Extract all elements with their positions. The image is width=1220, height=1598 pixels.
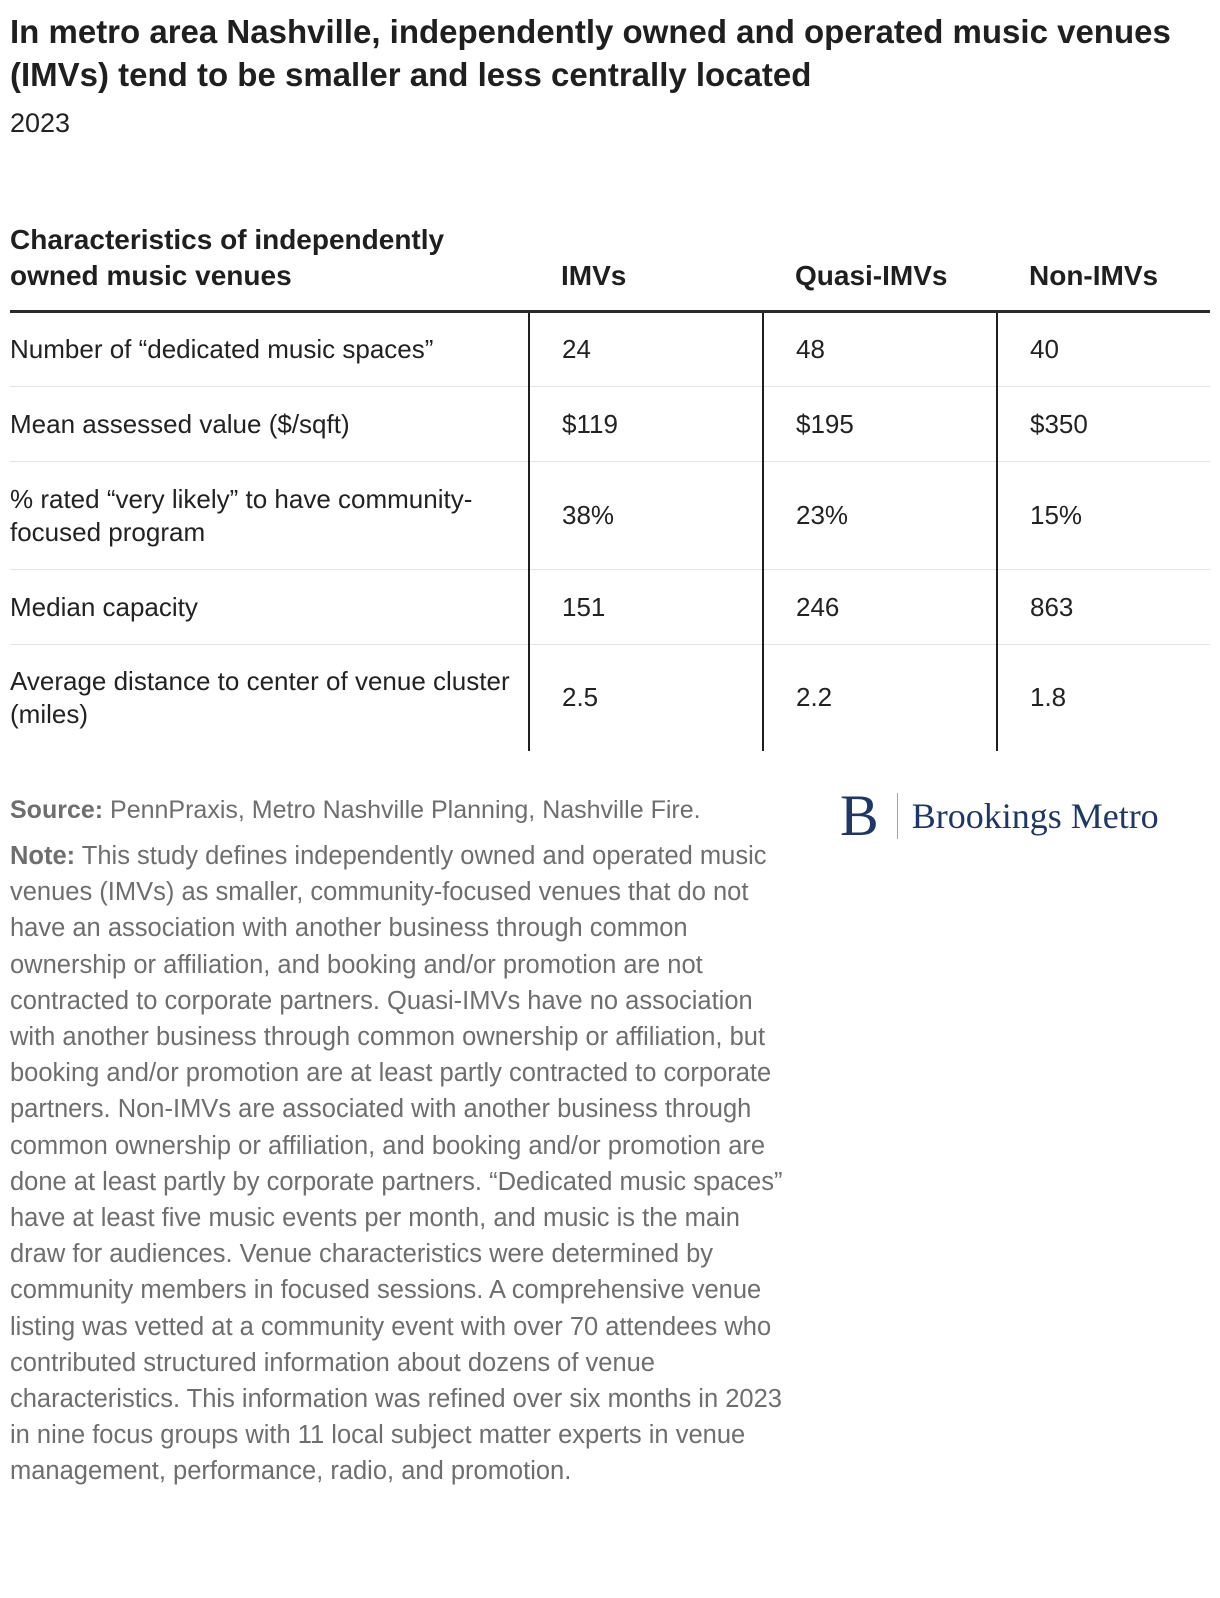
column-header-characteristics: Characteristics of independently owned m… (10, 222, 529, 313)
chart-subtitle: 2023 (10, 108, 71, 138)
cell-imvs: 24 (528, 311, 763, 387)
cell-imvs: 2.5 (528, 644, 763, 751)
logo-wordmark: Brookings Metro (911, 796, 1159, 836)
table-row: Median capacity 151 246 863 (10, 569, 1210, 645)
note-text: This study defines independently owned a… (10, 842, 783, 1486)
row-label: % rated “very likely” to have community-… (10, 461, 529, 570)
table-row: Number of “dedicated music spaces” 24 48… (10, 311, 1210, 387)
row-label: Mean assessed value ($/sqft) (10, 386, 529, 462)
cell-quasi-imvs: $195 (762, 386, 997, 462)
brookings-metro-logo: B Brookings Metro (840, 787, 1159, 845)
cell-quasi-imvs: 23% (762, 461, 997, 570)
cell-imvs: $119 (528, 386, 763, 462)
cell-quasi-imvs: 2.2 (762, 644, 997, 751)
note-label: Note: (10, 842, 76, 870)
column-header-quasi-imvs: Quasi-IMVs (763, 222, 997, 313)
cell-non-imvs: 15% (996, 461, 1210, 570)
logo-divider (896, 793, 898, 839)
cell-non-imvs: 863 (996, 569, 1210, 645)
cell-imvs: 38% (528, 461, 763, 570)
cell-non-imvs: 40 (996, 311, 1210, 387)
table-header-row: Characteristics of independently owned m… (10, 222, 1210, 313)
cell-imvs: 151 (528, 569, 763, 645)
source-text: PennPraxis, Metro Nashville Planning, Na… (103, 796, 701, 824)
cell-non-imvs: $350 (996, 386, 1210, 462)
table-row: % rated “very likely” to have community-… (10, 461, 1210, 570)
data-table: Characteristics of independently owned m… (10, 222, 1210, 751)
table-row: Mean assessed value ($/sqft) $119 $195 $… (10, 386, 1210, 462)
column-header-imvs: IMVs (529, 222, 763, 313)
column-header-non-imvs: Non-IMVs (997, 222, 1210, 313)
cell-quasi-imvs: 48 (762, 311, 997, 387)
chart-title: In metro area Nashville, independently o… (10, 13, 1171, 93)
source-note: Source: PennPraxis, Metro Nashville Plan… (10, 792, 800, 828)
cell-quasi-imvs: 246 (762, 569, 997, 645)
row-label: Average distance to center of venue clus… (10, 665, 510, 729)
table-row: Average distance to center of venue clus… (10, 644, 1210, 751)
source-label: Source: (10, 796, 104, 824)
row-label: Median capacity (10, 569, 529, 645)
row-label: Number of “dedicated music spaces” (10, 311, 529, 387)
cell-non-imvs: 1.8 (996, 644, 1210, 751)
methodology-note: Note: This study defines independently o… (10, 838, 800, 1490)
brookings-b-icon: B (840, 783, 879, 848)
